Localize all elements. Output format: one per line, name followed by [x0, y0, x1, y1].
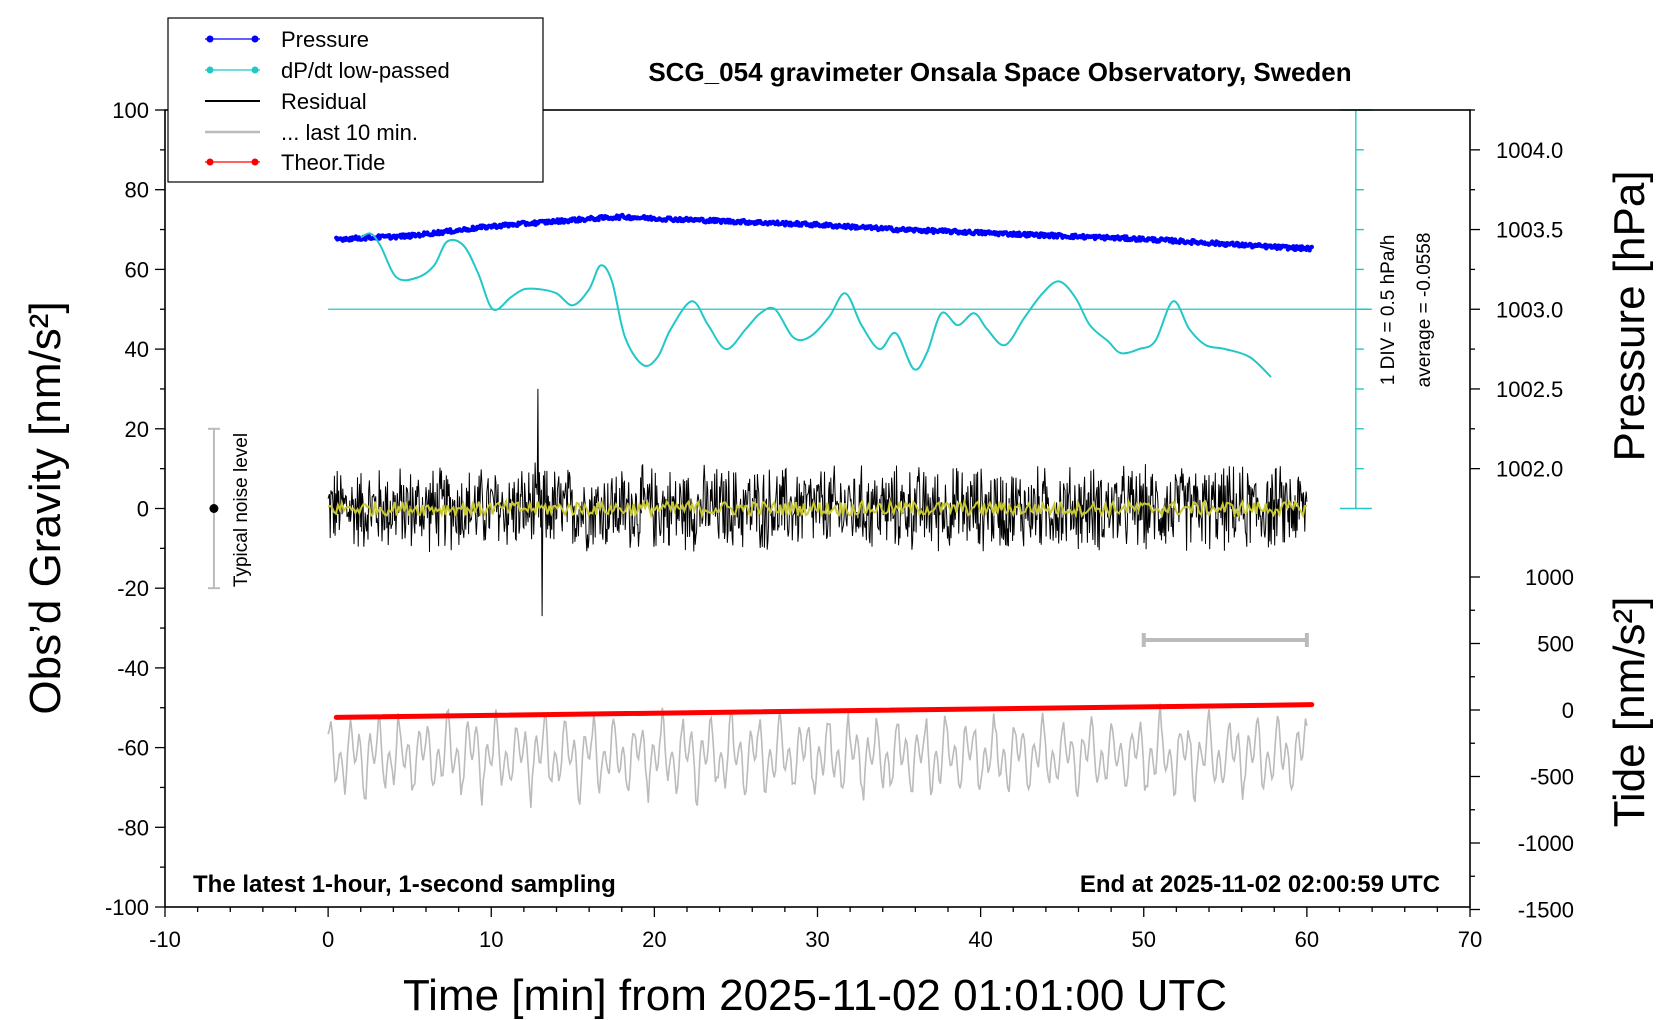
y-tick-label-pressure: 1004.0 [1496, 138, 1563, 163]
y-tick-label-left: 40 [125, 337, 149, 362]
y-tick-label-pressure: 1002.5 [1496, 377, 1563, 402]
legend-entry-pressure: Pressure [205, 27, 369, 52]
axes: -10 0 10 20 30 40 50 60 70-100-80-60-40-20020406… [105, 98, 1574, 952]
x-tick-label: 40 [968, 927, 992, 952]
legend-entry-dpdt: dP/dt low-passed [205, 58, 450, 83]
x-tick-label: -10 [149, 927, 181, 952]
legend-label-residual: Residual [281, 89, 367, 114]
y-tick-label-left: -40 [117, 656, 149, 681]
pressure-series [334, 212, 1315, 253]
x-tick-label: 0 [322, 927, 334, 952]
annotations [207, 427, 1309, 648]
dpdt-line [360, 232, 1272, 378]
dpdt-series [328, 109, 1372, 510]
y-tick-label-left: 80 [125, 178, 149, 203]
y-tick-label-tide: -1000 [1518, 831, 1574, 856]
x-tick-label: 70 [1458, 927, 1482, 952]
chart-title: SCG_054 gravimeter Onsala Space Observat… [648, 57, 1351, 87]
pressure-point [1309, 244, 1315, 250]
average-label: average = -0.0558 [1414, 233, 1435, 388]
y-tick-label-tide: 0 [1562, 698, 1574, 723]
residual-series [327, 388, 1308, 617]
legend: Pressure dP/dt low-passed Residual ... l… [167, 17, 544, 183]
noise-center-dot [209, 504, 219, 513]
y-tick-label-left: -20 [117, 576, 149, 601]
legend-entry-tide: Theor.Tide [205, 150, 385, 175]
bottom-right-note: End at 2025-11-02 02:00:59 UTC [1080, 871, 1440, 898]
y-tick-label-tide: 500 [1537, 632, 1574, 657]
residual-smoothed-series [327, 497, 1307, 520]
legend-label-dpdt: dP/dt low-passed [281, 58, 450, 83]
y-tick-label-left: 60 [125, 257, 149, 282]
x-tick-label: 30 [805, 927, 829, 952]
legend-entry-residual: Residual [205, 89, 367, 114]
legend-dot-icon [251, 35, 259, 43]
last-10-min-line [327, 703, 1308, 808]
y-axis-label-left: Obs’d Gravity [nm/s²] [21, 301, 70, 714]
pressure-point [1291, 244, 1296, 249]
legend-label-last10: ... last 10 min. [281, 120, 418, 145]
legend-dot-icon [251, 66, 259, 74]
tide-line [333, 702, 1315, 720]
x-tick-label: 60 [1295, 927, 1319, 952]
x-tick-label: 50 [1132, 927, 1156, 952]
y-tick-label-pressure: 1003.0 [1496, 297, 1563, 322]
x-tick-label: 20 [642, 927, 666, 952]
x-axis-label: Time [min] from 2025-11-02 01:01:00 UTC [403, 971, 1227, 1020]
y-tick-label-tide: 1000 [1525, 565, 1574, 590]
y-tick-label-pressure: 1003.5 [1496, 218, 1563, 243]
residual-smoothed-line [327, 497, 1307, 520]
y-tick-label-left: -100 [105, 895, 149, 920]
legend-dot-icon [206, 35, 214, 43]
pressure-point [596, 217, 601, 223]
noise-label: Typical noise level [231, 433, 252, 587]
bottom-left-note: The latest 1-hour, 1-second sampling [193, 871, 616, 898]
legend-dot-icon [206, 158, 214, 166]
y-tick-label-left: 100 [112, 98, 149, 123]
y-tick-label-pressure: 1002.0 [1496, 457, 1563, 482]
div-label: 1 DIV = 0.5 hPa/h [1378, 235, 1399, 386]
y-tick-label-left: -60 [117, 736, 149, 761]
legend-label-pressure: Pressure [281, 27, 369, 52]
legend-dot-icon [251, 158, 259, 166]
legend-dot-icon [206, 66, 214, 74]
x-tick-label: 10 [479, 927, 503, 952]
tide-series [333, 702, 1315, 720]
y-tick-label-left: 0 [137, 497, 149, 522]
y-tick-label-left: -80 [117, 815, 149, 840]
y-tick-label-tide: -1500 [1518, 898, 1574, 923]
y-axis-label-pressure: Pressure [hPa] [1605, 170, 1654, 461]
y-tick-label-left: 20 [125, 417, 149, 442]
last-10-min-series [327, 703, 1308, 808]
pressure-point [1189, 241, 1194, 246]
y-axis-label-tide: Tide [nm/s²] [1605, 597, 1654, 828]
residual-line [327, 388, 1308, 617]
legend-entry-last10: ... last 10 min. [205, 120, 418, 145]
legend-label-tide: Theor.Tide [281, 150, 385, 175]
y-tick-label-tide: -500 [1530, 765, 1574, 790]
